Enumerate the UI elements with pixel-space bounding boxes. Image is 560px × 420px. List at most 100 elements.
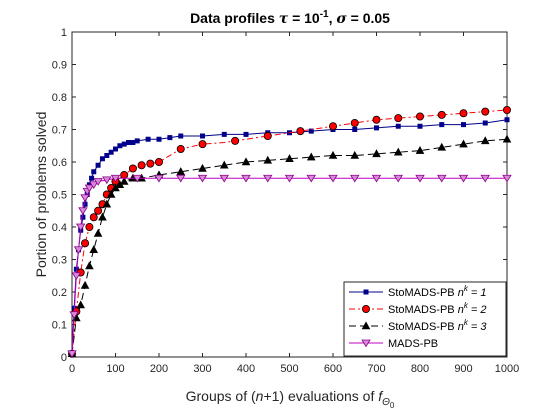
data-point-s2 (459, 109, 468, 118)
x-tick-label: 900 (454, 363, 472, 375)
data-point-s1 (167, 135, 173, 141)
data-point-s2 (128, 164, 137, 173)
data-point-s2 (481, 107, 490, 116)
data-point-s4 (93, 178, 103, 186)
legend-label-sym: n (458, 321, 464, 333)
title-sep: , (329, 10, 337, 26)
x-axis-label: Groups of (n+1) evaluations of fΘ0 (186, 388, 395, 410)
series-s3 (67, 134, 512, 358)
data-point-s1 (439, 122, 445, 128)
data-point-s1 (89, 175, 95, 181)
xlabel-n: n (256, 388, 264, 404)
series-line-s3 (71, 138, 508, 354)
title-sigma-eq: = 0.05 (347, 10, 390, 26)
data-point-s2 (154, 157, 163, 166)
data-point-s3 (219, 160, 229, 169)
data-point-s4 (80, 194, 90, 203)
data-point-s3 (328, 150, 338, 159)
data-point-s2 (231, 136, 240, 145)
x-tick-label: 800 (411, 363, 429, 375)
chart-title: Data profiles τ = 10-1, σ = 0.05 (190, 9, 390, 27)
legend-label-tail: = 1 (468, 287, 487, 299)
data-point-s3 (89, 245, 99, 254)
data-point-s4 (284, 174, 295, 183)
legend-label-sym: n (458, 304, 464, 316)
legend-marker (363, 289, 369, 295)
data-point-s1 (108, 149, 114, 155)
data-point-s3 (241, 157, 251, 166)
data-point-s4 (89, 181, 99, 190)
data-point-s1 (373, 125, 379, 131)
data-point-s4 (219, 174, 229, 183)
xlabel-f: f (378, 388, 384, 404)
data-point-s2 (81, 239, 90, 248)
legend-label-sym: n (458, 287, 464, 299)
data-point-s1 (417, 123, 423, 129)
data-point-s4 (69, 311, 79, 320)
x-tick-label: 200 (150, 363, 168, 375)
data-point-s4 (415, 174, 425, 183)
data-point-s4 (71, 272, 82, 281)
data-point-s2 (137, 161, 146, 170)
data-point-s1 (99, 156, 105, 162)
legend-label: StoMADS-PB nk = 3 (388, 318, 487, 333)
data-point-s2 (85, 222, 94, 231)
data-point-s4 (502, 174, 512, 183)
data-point-s4 (84, 184, 95, 193)
data-point-s2 (437, 110, 446, 119)
data-point-s3 (437, 142, 447, 151)
data-point-s4 (197, 174, 208, 183)
y-tick-label: 0.9 (52, 60, 67, 72)
data-point-s2 (296, 127, 305, 136)
data-point-s4 (132, 174, 142, 183)
data-point-s1 (352, 127, 358, 133)
xlabel-sub: Θ (382, 397, 390, 408)
x-tick-label: 500 (280, 363, 298, 375)
legend-label-sup: k (464, 301, 469, 310)
legend-label: StoMADS-PB nk = 2 (388, 301, 486, 316)
y-tick-label: 0.7 (52, 125, 67, 137)
data-point-s3 (459, 139, 468, 148)
data-point-s3 (306, 152, 316, 161)
legend-box (343, 281, 507, 357)
data-point-s1 (91, 169, 97, 175)
data-point-s3 (93, 228, 103, 237)
series-s2 (68, 106, 511, 358)
x-tick-label: 700 (367, 363, 385, 375)
data-point-s1 (395, 123, 401, 129)
legend-entry-s1: StoMADS-PB nk = 1 (349, 284, 486, 299)
data-point-s1 (200, 133, 206, 139)
data-point-s1 (117, 143, 123, 149)
series-s4 (67, 174, 512, 359)
legend-entry-s3: StoMADS-PB nk = 3 (349, 318, 487, 333)
data-point-s1 (95, 162, 101, 168)
data-point-s3 (98, 212, 107, 221)
legend-marker (361, 304, 370, 313)
y-axis-label: Portion of problems solved (33, 112, 49, 278)
data-point-s3 (372, 149, 381, 158)
data-point-s4 (75, 223, 86, 232)
data-point-s3 (80, 280, 90, 289)
data-point-s1 (243, 131, 249, 137)
data-point-s2 (89, 213, 98, 222)
data-point-s4 (78, 207, 88, 216)
data-point-s4 (306, 174, 316, 183)
legend-label-main: StoMADS-PB (388, 304, 458, 316)
data-point-s4 (458, 174, 469, 183)
data-point-s2 (350, 119, 359, 128)
y-tick-label: 0.2 (52, 287, 67, 299)
legend-label-sup: k (464, 284, 469, 293)
x-tick-label: 1000 (495, 363, 519, 375)
y-tick-label: 0.4 (52, 222, 67, 234)
data-point-s2 (502, 106, 511, 115)
xlabel-subsub: 0 (390, 401, 395, 410)
data-point-s2 (198, 140, 207, 149)
data-point-s2 (394, 114, 403, 123)
data-point-s4 (154, 174, 164, 183)
data-point-s4 (241, 174, 251, 183)
data-point-s1 (145, 136, 151, 142)
data-point-s3 (285, 154, 294, 163)
y-tick-label: 0.3 (52, 255, 67, 267)
data-point-s3 (263, 155, 273, 164)
